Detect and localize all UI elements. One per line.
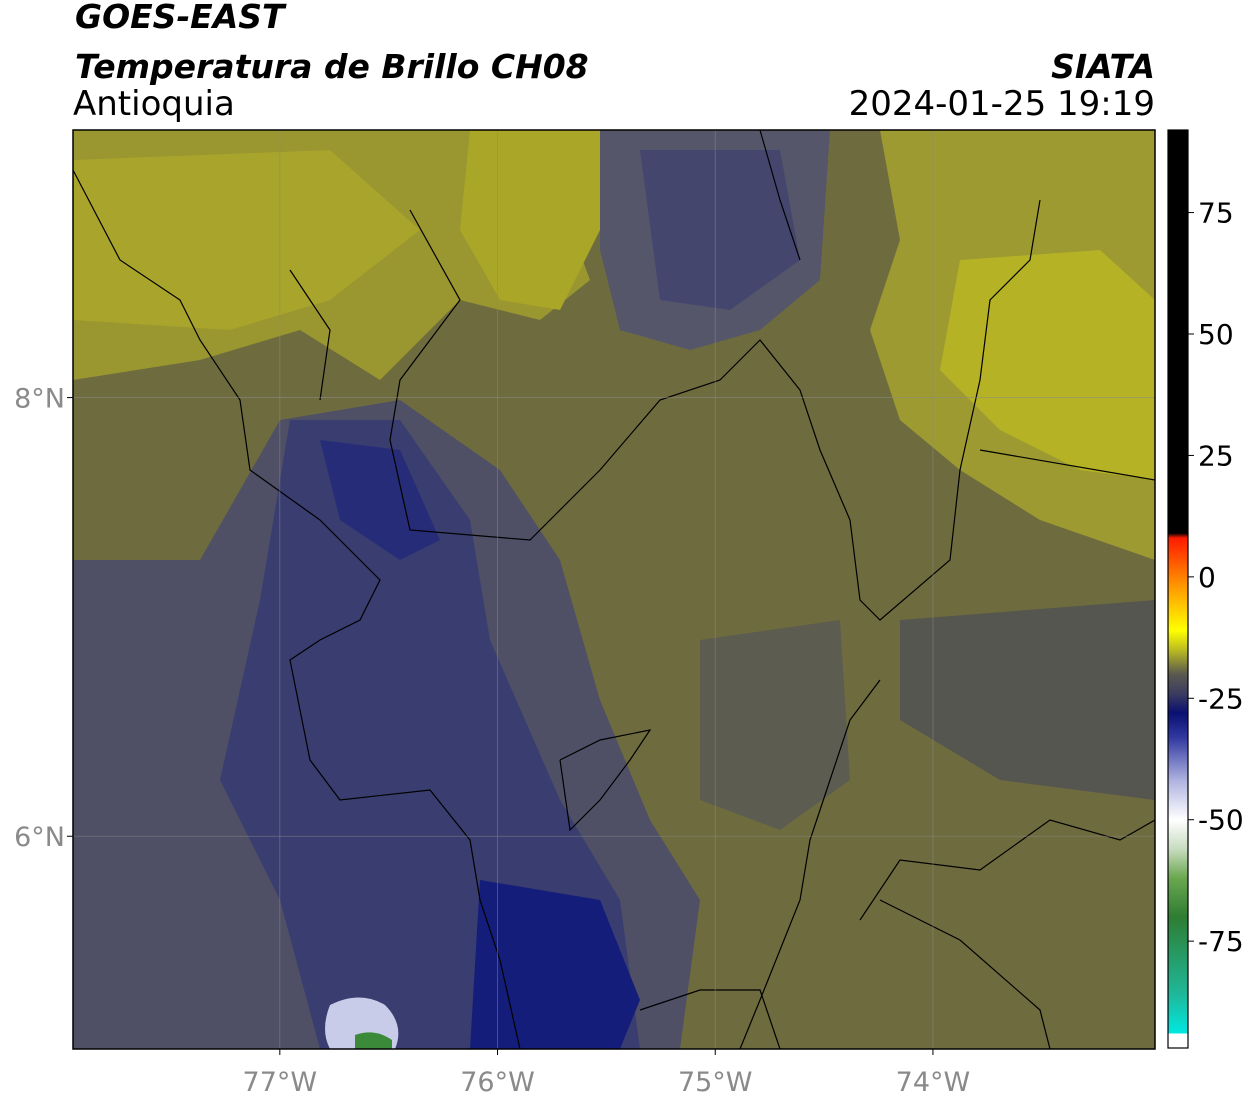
x-tick-label: 77°W (243, 1067, 318, 1098)
cold-core (355, 1032, 392, 1049)
map-frame (72, 129, 1156, 1050)
cool-region (700, 620, 850, 830)
colorbar-tick-label: 0 (1198, 561, 1216, 594)
cool-region (900, 600, 1155, 800)
colorbar-tick-label: 25 (1198, 439, 1234, 472)
colorbar-tick-label: 50 (1198, 318, 1234, 351)
colorbar-tick-label: -50 (1198, 804, 1244, 837)
region: Antioquia (73, 84, 235, 124)
colorbar-tick-label: -25 (1198, 682, 1244, 715)
borders (73, 130, 1155, 1049)
colorbar-tick-label: -75 (1198, 925, 1244, 958)
datetime: 2024-01-25 19:19 (849, 84, 1155, 124)
x-tick-label: 75°W (678, 1067, 753, 1098)
x-tick-label: 76°W (460, 1067, 535, 1098)
grid (73, 130, 1155, 1049)
warm-region (73, 150, 420, 330)
cool-region (640, 150, 800, 310)
source: SIATA (1051, 47, 1155, 86)
colorbar-tick-label: 75 (1198, 197, 1234, 230)
colorbar (1167, 129, 1189, 1049)
y-tick-label: 6°N (14, 822, 65, 853)
warm-region (460, 130, 620, 310)
y-tick-label: 8°N (14, 384, 65, 415)
cold-region (470, 880, 640, 1049)
map (73, 130, 1155, 1049)
x-tick-label: 74°W (896, 1067, 971, 1098)
warm-region (940, 250, 1155, 480)
subtitle: Temperatura de Brillo CH08 (75, 47, 589, 86)
title: GOES-EAST (75, 0, 287, 36)
